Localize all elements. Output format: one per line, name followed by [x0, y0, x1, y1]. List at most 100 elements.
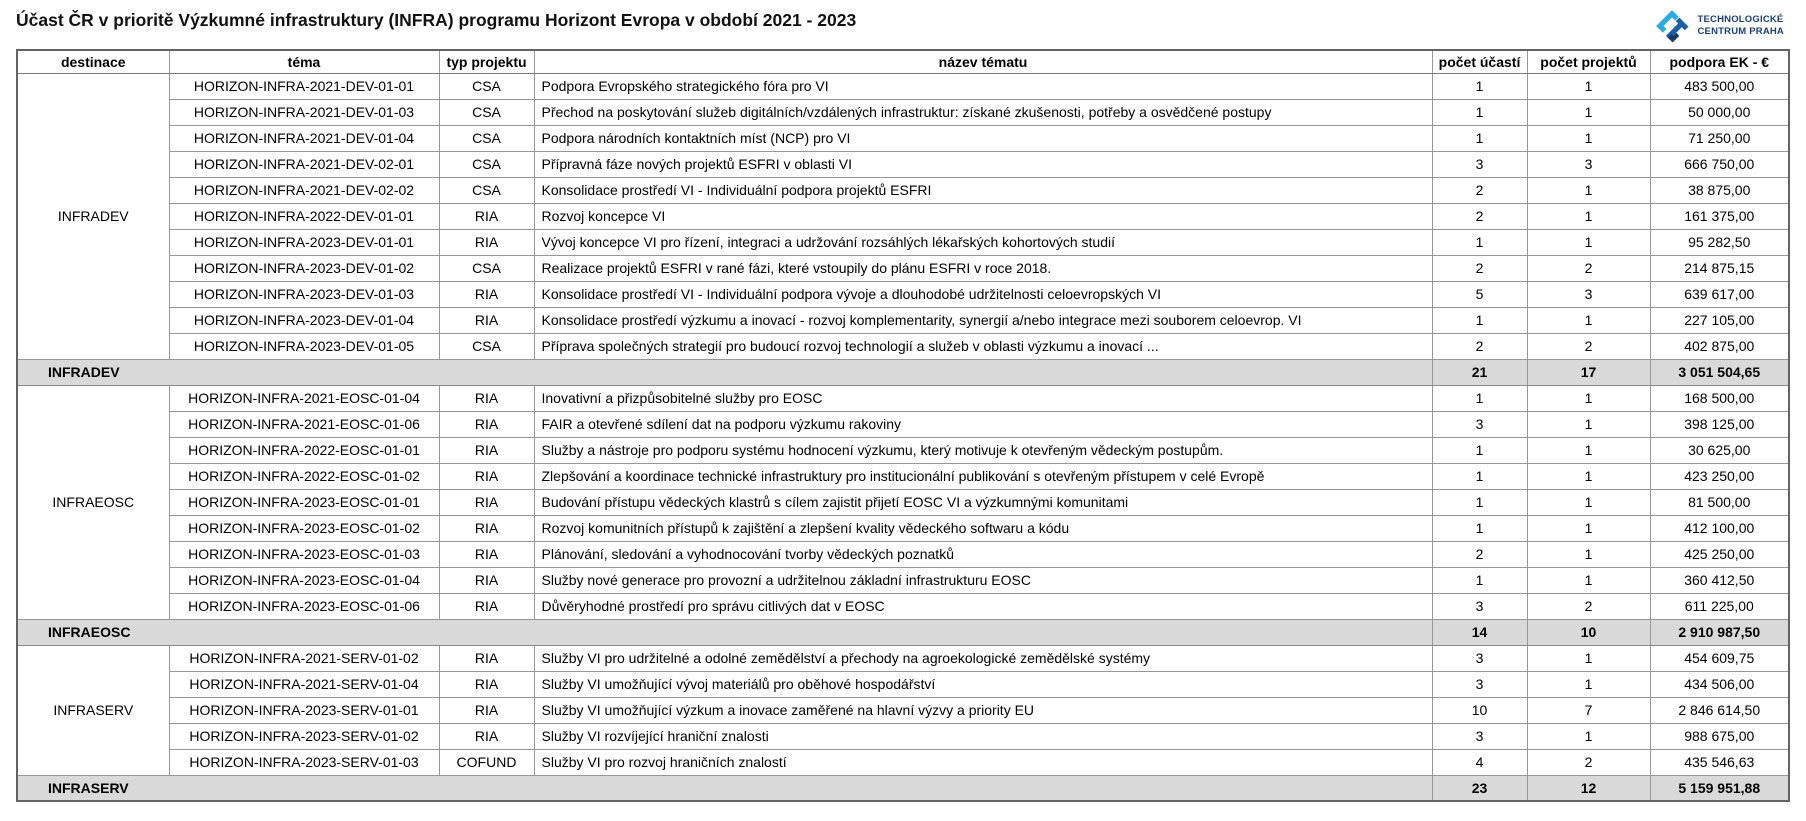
topic-name-cell: Služby nové generace pro provozní a udrž… [533, 566, 1433, 594]
ec-support-cell: 988 675,00 [1649, 722, 1790, 750]
tema-cell: HORIZON-INFRA-2021-EOSC-01-04 [168, 384, 440, 412]
projects-cell: 1 [1526, 72, 1651, 100]
table-row: HORIZON-INFRA-2023-EOSC-01-04 RIA Služby n… [17, 566, 1790, 594]
table-row: HORIZON-INFRA-2023-DEV-01-02 CSA Realizace… [17, 254, 1790, 282]
section-summary-row: INFRASERV 23 12 5 159 951,88 [16, 774, 1790, 802]
tema-cell: HORIZON-INFRA-2023-SERV-01-03 [168, 748, 440, 776]
ec-support-cell: 434 506,00 [1649, 670, 1790, 698]
table-row: HORIZON-INFRA-2021-DEV-02-02 CSA Konsolida… [17, 176, 1790, 204]
participations-cell: 4 [1431, 748, 1528, 776]
table-row: HORIZON-INFRA-2021-DEV-02-01 CSA Přípravná… [17, 150, 1790, 178]
participations-cell: 5 [1431, 280, 1528, 308]
topic-name-cell: Konsolidace prostředí výzkumu a inovací … [533, 306, 1433, 334]
header-typ-projektu: typ projektu [438, 49, 535, 74]
projects-cell: 1 [1526, 98, 1651, 126]
table-row: INFRAEOSC HORIZON-INFRA-2021-EOSC-01-04 RI… [16, 384, 1790, 620]
participations-cell: 3 [1431, 644, 1528, 672]
topic-name-cell: Konsolidace prostředí VI - Individuální … [533, 280, 1433, 308]
table-row: HORIZON-INFRA-2023-DEV-01-04 RIA Konsolida… [17, 306, 1790, 334]
destination-cell: INFRADEV [16, 72, 170, 360]
project-type-cell: CSA [438, 150, 535, 178]
projects-cell: 1 [1526, 410, 1651, 438]
project-type-cell: CSA [438, 332, 535, 360]
project-type-cell: RIA [438, 592, 535, 620]
ec-support-cell: 639 617,00 [1649, 280, 1790, 308]
project-type-cell: RIA [438, 228, 535, 256]
header-nazev-tematu: název tématu [533, 49, 1433, 74]
project-type-cell: CSA [438, 72, 535, 100]
topic-name-cell: Podpora národních kontaktních míst (NCP)… [533, 124, 1433, 152]
topic-name-cell: Služby VI pro rozvoj hraničních znalostí [533, 748, 1433, 776]
projects-cell: 1 [1526, 384, 1651, 412]
summary-ec-support-cell: 3 051 504,65 [1649, 358, 1790, 386]
project-type-cell: RIA [438, 566, 535, 594]
project-type-cell: RIA [438, 722, 535, 750]
page-title: Účast ČR v prioritě Výzkumné infrastrukt… [16, 10, 857, 30]
participations-cell: 2 [1431, 332, 1528, 360]
table-row: HORIZON-INFRA-2023-DEV-01-01 RIA Vývoj kon… [17, 228, 1790, 256]
topic-name-cell: Podpora Evropského strategického fóra pr… [533, 72, 1433, 100]
table-row: HORIZON-INFRA-2023-SERV-01-03 COFUND Služb… [17, 748, 1790, 776]
project-type-cell: CSA [438, 124, 535, 152]
participations-cell: 2 [1431, 254, 1528, 282]
projects-cell: 3 [1526, 150, 1651, 178]
tema-cell: HORIZON-INFRA-2022-DEV-01-01 [168, 202, 440, 230]
section-summary-row: INFRADEV 21 17 3 051 504,65 [16, 358, 1790, 386]
topic-name-cell: Inovativní a přizpůsobitelné služby pro … [533, 384, 1433, 412]
participations-cell: 1 [1431, 384, 1528, 412]
tema-cell: HORIZON-INFRA-2023-DEV-01-02 [168, 254, 440, 282]
ec-support-cell: 412 100,00 [1649, 514, 1790, 542]
ec-support-cell: 360 412,50 [1649, 566, 1790, 594]
ec-support-cell: 423 250,00 [1649, 462, 1790, 490]
projects-cell: 2 [1526, 748, 1651, 776]
header-pocet-projektu: počet projektů [1526, 49, 1651, 74]
tc-logo-line2: CENTRUM PRAHA [1697, 26, 1784, 37]
topic-name-cell: Příprava společných strategií pro budouc… [533, 332, 1433, 360]
ec-support-cell: 402 875,00 [1649, 332, 1790, 360]
topic-name-cell: Přípravná fáze nových projektů ESFRI v o… [533, 150, 1433, 178]
tema-cell: HORIZON-INFRA-2023-DEV-01-04 [168, 306, 440, 334]
project-type-cell: CSA [438, 176, 535, 204]
ec-support-cell: 227 105,00 [1649, 306, 1790, 334]
topic-name-cell: Plánování, sledování a vyhodnocování tvo… [533, 540, 1433, 568]
project-type-cell: RIA [438, 540, 535, 568]
project-type-cell: RIA [438, 514, 535, 542]
summary-ec-support-cell: 5 159 951,88 [1649, 774, 1790, 802]
table-row: HORIZON-INFRA-2021-DEV-01-04 CSA Podpora n… [17, 124, 1790, 152]
page-header: Účast ČR v prioritě Výzkumné infrastrukt… [0, 0, 1806, 48]
ec-support-cell: 81 500,00 [1649, 488, 1790, 516]
participations-cell: 10 [1431, 696, 1528, 724]
section-summary-row: INFRAEOSC 14 10 2 910 987,50 [16, 618, 1790, 646]
topic-name-cell: Služby VI rozvíjející hraniční znalosti [533, 722, 1433, 750]
participations-cell: 2 [1431, 176, 1528, 204]
summary-participations-cell: 23 [1431, 774, 1528, 802]
table-row: HORIZON-INFRA-2021-SERV-01-04 RIA Služby V… [17, 670, 1790, 698]
ec-support-cell: 2 846 614,50 [1649, 696, 1790, 724]
summary-projects-cell: 12 [1526, 774, 1651, 802]
project-type-cell: CSA [438, 98, 535, 126]
topic-name-cell: Budování přístupu vědeckých klastrů s cí… [533, 488, 1433, 516]
participations-cell: 1 [1431, 488, 1528, 516]
table-row: HORIZON-INFRA-2023-DEV-01-05 CSA Příprava … [17, 332, 1790, 360]
table-row: HORIZON-INFRA-2023-EOSC-01-01 RIA Budování… [17, 488, 1790, 516]
header-tema: téma [168, 49, 440, 74]
topic-name-cell: Služby VI pro udržitelné a odolné zemědě… [533, 644, 1433, 672]
projects-cell: 1 [1526, 436, 1651, 464]
tema-cell: HORIZON-INFRA-2021-SERV-01-04 [168, 670, 440, 698]
projects-cell: 1 [1526, 722, 1651, 750]
topic-name-cell: Služby VI umožňující výzkum a inovace za… [533, 696, 1433, 724]
topic-name-cell: FAIR a otevřené sdílení dat na podporu v… [533, 410, 1433, 438]
project-type-cell: RIA [438, 670, 535, 698]
ec-support-cell: 398 125,00 [1649, 410, 1790, 438]
topic-name-cell: Služby VI umožňující vývoj materiálů pro… [533, 670, 1433, 698]
infra-participation-table: destinace téma typ projektu název tématu… [16, 49, 1790, 802]
project-type-cell: RIA [438, 202, 535, 230]
projects-cell: 1 [1526, 670, 1651, 698]
topic-name-cell: Rozvoj komunitních přístupů k zajištění … [533, 514, 1433, 542]
projects-cell: 1 [1526, 124, 1651, 152]
ec-support-cell: 161 375,00 [1649, 202, 1790, 230]
table-row: HORIZON-INFRA-2021-EOSC-01-06 RIA FAIR a o… [17, 410, 1790, 438]
summary-ec-support-cell: 2 910 987,50 [1649, 618, 1790, 646]
projects-cell: 1 [1526, 228, 1651, 256]
header-podpora-ek: podpora EK - € [1649, 49, 1790, 74]
